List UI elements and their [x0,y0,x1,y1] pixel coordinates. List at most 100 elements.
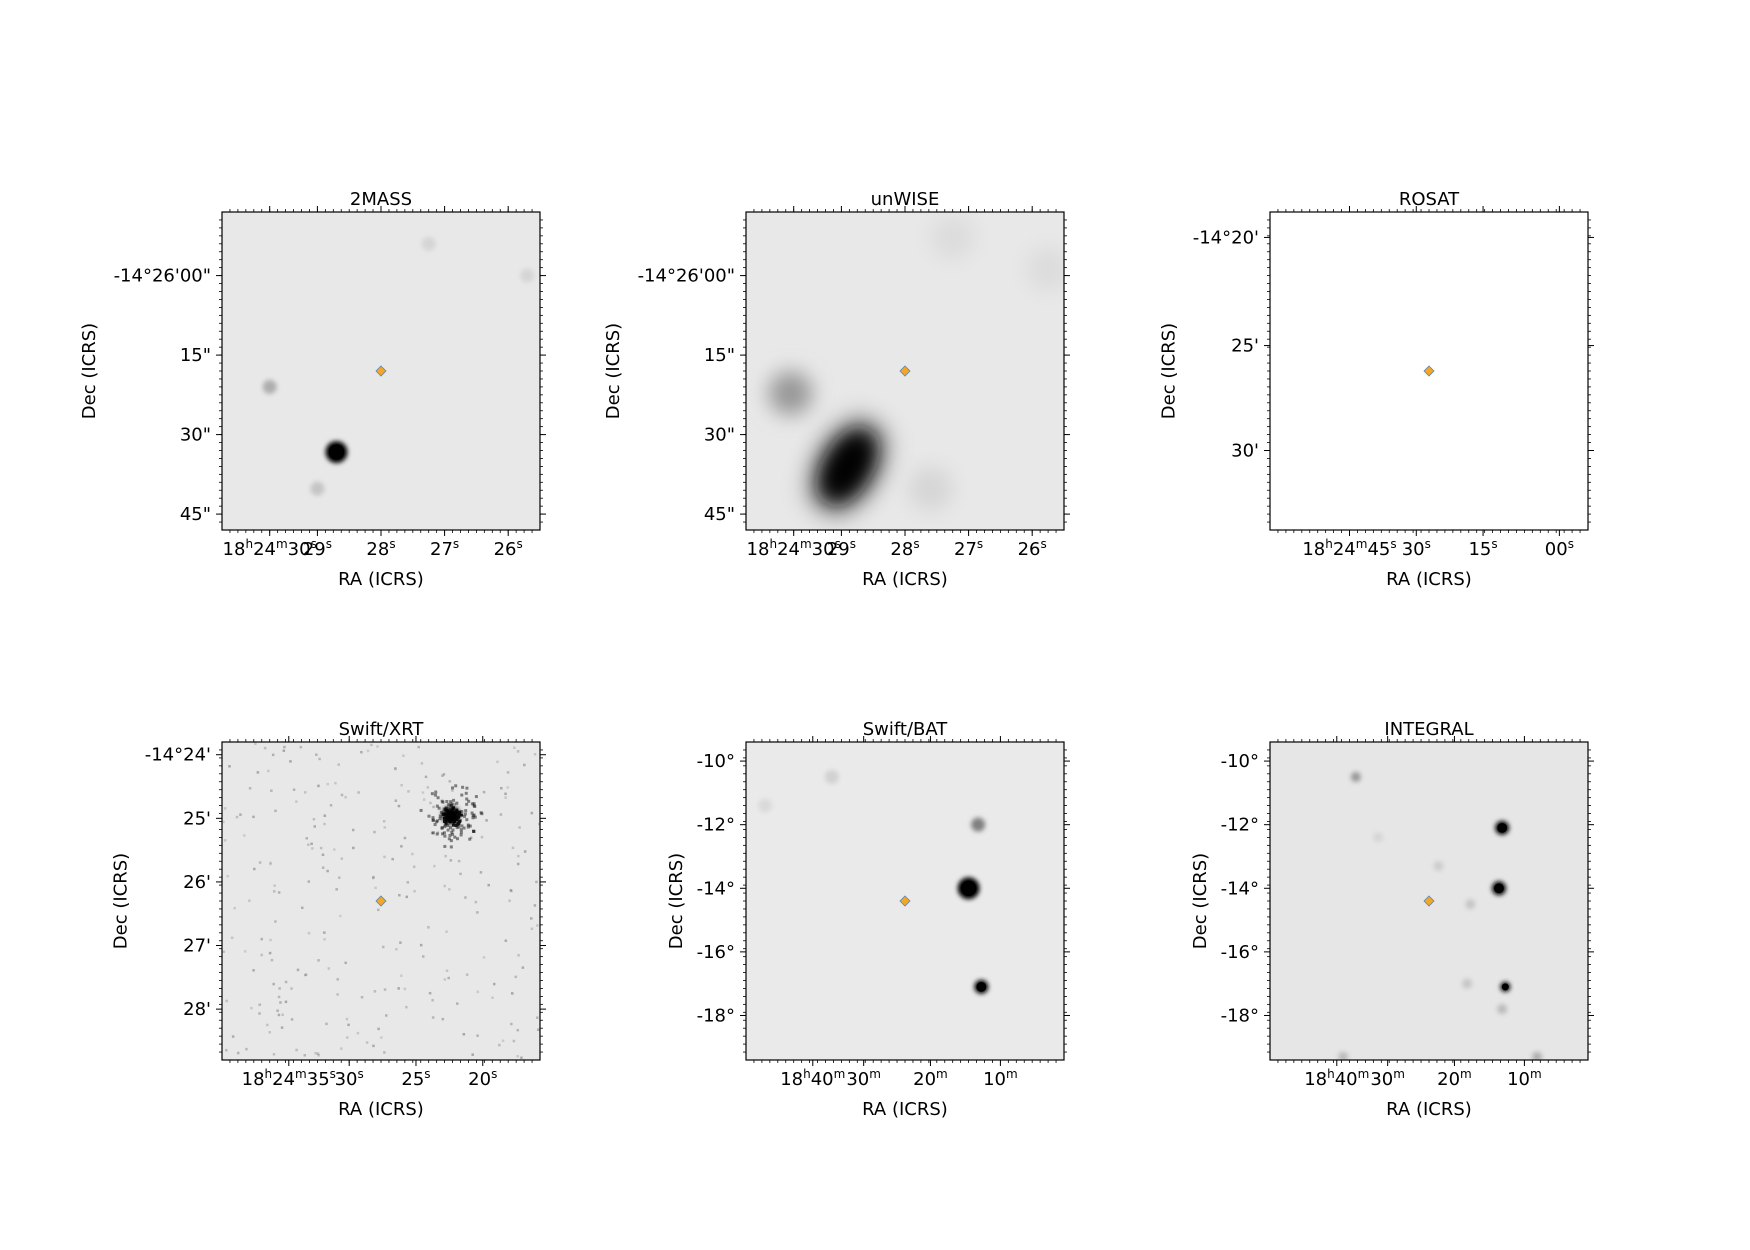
noise-photon [338,876,341,879]
noise-photon [443,978,447,981]
source-photon [464,791,468,795]
x-tick-label: 30s [1402,537,1431,560]
noise-photon [411,852,414,856]
noise-photon [260,953,263,957]
noise-photon [533,753,537,756]
noise-photon [307,880,311,883]
noise-photon [260,937,263,941]
noise-photon [311,847,314,850]
x-tick-label: 25s [401,1067,430,1090]
target-marker [899,365,911,377]
noise-photon [391,857,394,861]
noise-photon [272,890,276,893]
noise-photon [316,1052,320,1055]
noise-photon [476,1034,479,1037]
noise-photon [243,950,247,953]
panel-title: unWISE [871,189,940,210]
source-photon [459,833,463,837]
noise-photon [403,987,407,991]
source-photon [465,786,469,790]
y-tick-label: -18° [697,1005,735,1026]
source-photon [443,834,447,838]
y-tick-label: 30" [704,425,735,446]
y-tick-label: 15" [180,345,211,366]
noise-photon [277,891,281,894]
noise-photon [382,945,385,949]
noise-photon [284,980,288,984]
noise-photon [504,792,507,796]
source-photon [437,806,441,810]
noise-photon [372,875,375,879]
noise-photon [413,889,416,893]
noise-photon [307,843,310,846]
target-marker [375,895,387,907]
noise-photon [267,769,270,773]
x-axis-label: RA (ICRS) [862,1099,948,1120]
y-tick-label: 26' [183,872,211,893]
noise-photon [225,1048,228,1052]
noise-photon [323,814,327,817]
noise-photon [530,927,534,931]
noise-photon [445,930,448,933]
noise-photon [394,767,397,770]
panel-integral: 18h40m 30m 20m 10m -10° -12° -14° -16° -18° INTEG… [1190,719,1594,1120]
y-tick-label: -16° [1221,942,1259,963]
noise-photon [431,998,434,1002]
noise-photon [226,874,229,878]
noise-photon [407,790,410,793]
image-content [262,236,535,496]
x-tick-label: 15s [1468,537,1497,560]
x-axis-label: RA (ICRS) [1386,1099,1472,1120]
y-axis-label: Dec (ICRS) [666,853,687,949]
noise-photon [272,982,275,986]
noise-photon [360,995,364,999]
noise-photon [400,845,403,848]
source-core [1501,983,1509,991]
source-core [960,880,977,896]
noise-photon [318,757,321,761]
image-content [758,769,989,994]
target-marker [1423,895,1435,907]
noise-photon [360,750,363,754]
noise-photon [317,959,320,962]
noise-photon [269,862,272,866]
noise-photon [230,936,234,940]
noise-photon [536,1028,540,1031]
noise-photon [269,861,272,865]
noise-photon [432,805,435,809]
source-photon [434,790,438,794]
source-photon [431,816,435,820]
y-tick-label: 15" [704,345,735,366]
source-photon [460,824,464,828]
y-tick-label: 28' [183,999,211,1020]
noise-photon [474,900,478,904]
noise-photon [304,973,307,977]
source-photon [471,816,475,820]
source-photon [455,801,459,805]
y-tick-label: -14°20' [1193,227,1259,248]
panel-title: Swift/BAT [863,719,949,740]
noise-photon [479,871,483,874]
source-photon [451,832,455,836]
source-photon [433,793,437,797]
noise-photon [323,938,326,941]
noise-photon [400,783,403,787]
noise-photon [420,762,424,765]
noise-photon [462,1033,466,1036]
source-photon [460,810,464,814]
source-blob [421,236,436,251]
noise-photon [406,881,410,884]
noise-photon [429,801,432,805]
noise-photon [372,1044,375,1048]
source-photon [433,823,437,827]
source-photon [435,832,439,836]
noise-photon [533,904,537,907]
noise-photon [511,992,514,995]
noise-photon [312,818,316,821]
x-axis-label: RA (ICRS) [338,569,424,590]
noise-photon [314,1051,317,1055]
source-photon [450,830,454,834]
noise-photon [383,988,387,991]
source-photon [449,845,453,849]
